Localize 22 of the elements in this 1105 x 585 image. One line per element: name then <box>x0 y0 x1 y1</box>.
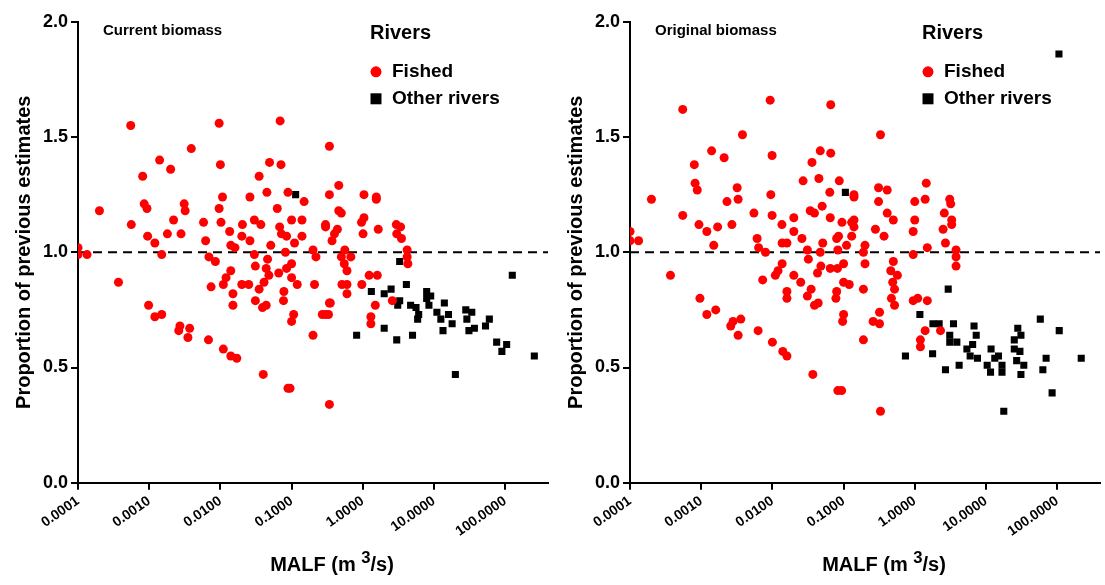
y-tick-label: 0.0 <box>594 471 621 492</box>
legend-label: Other rivers <box>392 87 500 109</box>
y-tick-label: 2.0 <box>594 10 621 31</box>
legend-title: Rivers <box>922 21 984 44</box>
y-axis-title: Proportion of previous estimates <box>563 95 586 409</box>
legend-label: Fished <box>944 60 1006 82</box>
x-axis-title: MALF (m $^{3}$/s) <box>821 547 947 577</box>
y-tick-label: 1.0 <box>594 241 621 262</box>
y-axis-title: Proportion of previous estimates <box>11 95 34 409</box>
legend-label: Other rivers <box>944 87 1052 109</box>
chart-title: Current biomass <box>103 21 223 39</box>
x-axis-title: MALF (m $^{3}$/s) <box>269 547 395 577</box>
chart-title: Original biomass <box>655 21 777 39</box>
y-tick-label: 1.5 <box>42 126 69 147</box>
legend-label: Fished <box>392 60 454 82</box>
y-tick-label: 1.5 <box>594 126 621 147</box>
legend-title: Rivers <box>370 21 432 44</box>
y-tick-label: 0.0 <box>42 471 69 492</box>
y-tick-label: 0.5 <box>42 356 69 377</box>
y-tick-label: 1.0 <box>42 241 69 262</box>
y-tick-label: 0.5 <box>594 356 621 377</box>
y-tick-label: 2.0 <box>42 10 69 31</box>
